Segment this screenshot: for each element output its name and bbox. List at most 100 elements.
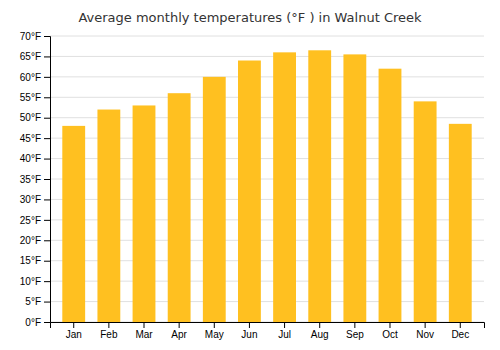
- y-tick: 40°F: [20, 153, 50, 164]
- x-tick-mark: [354, 322, 355, 328]
- y-tick-mark: [44, 159, 50, 160]
- y-tick-label: 45°F: [20, 133, 41, 144]
- y-tick-label: 40°F: [20, 153, 41, 164]
- x-tick-label: Dec: [451, 329, 469, 340]
- x-tick: Aug: [311, 322, 329, 340]
- y-tick-mark: [44, 77, 50, 78]
- x-tick-label: Jun: [241, 329, 257, 340]
- x-tick: Nov: [416, 322, 434, 340]
- y-tick: 15°F: [20, 255, 50, 266]
- x-tick-label: Aug: [311, 329, 329, 340]
- y-tick-mark: [44, 302, 50, 303]
- x-tick: Dec: [451, 322, 469, 340]
- x-tick: Oct: [382, 322, 398, 340]
- x-tick-mark: [319, 322, 320, 328]
- bar: [203, 77, 226, 322]
- y-tick-mark: [44, 281, 50, 282]
- y-tick: 45°F: [20, 133, 50, 144]
- y-tick-label: 20°F: [20, 235, 41, 246]
- y-tick: 35°F: [20, 174, 50, 185]
- y-tick: 65°F: [20, 51, 50, 62]
- y-tick-mark: [44, 56, 50, 57]
- y-tick-label: 0°F: [25, 317, 41, 328]
- bar: [273, 52, 296, 322]
- y-axis: 0°F 5°F 10°F 15°F 20°F 25°F 30°F 35°F 40°F 45°F 50…: [20, 31, 51, 328]
- y-tick: 30°F: [20, 194, 50, 205]
- x-tick-label: Nov: [416, 329, 434, 340]
- y-tick-mark: [44, 138, 50, 139]
- x-tick-mark: [425, 322, 426, 328]
- plot: 0°F 5°F 10°F 15°F 20°F 25°F 30°F 35°F 40°F 45°F 50…: [20, 31, 485, 340]
- x-tick-mark: [249, 322, 250, 328]
- y-axis-line: [44, 37, 51, 323]
- y-tick-label: 60°F: [20, 72, 41, 83]
- y-tick: 60°F: [20, 72, 50, 83]
- y-tick-mark: [44, 261, 50, 262]
- grid: [50, 36, 484, 322]
- x-tick: Jan: [66, 322, 82, 340]
- x-tick-mark: [144, 322, 145, 328]
- y-tick: 55°F: [20, 92, 50, 103]
- y-tick: 20°F: [20, 235, 50, 246]
- bar: [133, 105, 156, 322]
- y-tick: 5°F: [25, 296, 50, 307]
- y-tick-label: 15°F: [20, 255, 41, 266]
- y-tick-mark: [44, 97, 50, 98]
- x-axis: Jan Feb Mar Apr May Jun Jul Aug Sep Oct Nov Dec: [51, 322, 485, 340]
- bar: [168, 93, 191, 322]
- y-tick-mark: [44, 36, 50, 37]
- chart: Average monthly temperatures (°F ) in Wa…: [0, 0, 500, 350]
- y-tick-mark: [44, 199, 50, 200]
- y-tick: 25°F: [20, 215, 50, 226]
- bar: [62, 126, 85, 322]
- y-tick-mark: [44, 220, 50, 221]
- y-tick-mark: [44, 322, 50, 323]
- x-tick-mark: [284, 322, 285, 328]
- x-tick: Jul: [278, 322, 291, 340]
- bar: [97, 110, 120, 322]
- y-tick-label: 70°F: [20, 31, 41, 42]
- bar: [308, 50, 331, 322]
- grid-line: [50, 76, 484, 77]
- title: Average monthly temperatures (°F ) in Wa…: [78, 10, 422, 25]
- y-tick-label: 50°F: [20, 112, 41, 123]
- y-tick: 0°F: [25, 317, 50, 328]
- x-tick-label: Jan: [66, 329, 82, 340]
- x-tick-mark: [389, 322, 390, 328]
- x-tick-label: Mar: [135, 329, 153, 340]
- grid-line: [50, 56, 484, 57]
- x-tick-mark: [179, 322, 180, 328]
- x-tick: Sep: [346, 322, 364, 340]
- x-tick-label: Oct: [382, 329, 398, 340]
- y-tick: 10°F: [20, 276, 50, 287]
- x-tick-label: Apr: [171, 329, 187, 340]
- x-tick-label: Feb: [100, 329, 118, 340]
- bars: [62, 50, 471, 322]
- x-tick-label: Sep: [346, 329, 364, 340]
- y-tick-label: 55°F: [20, 92, 41, 103]
- x-tick-mark: [214, 322, 215, 328]
- y-tick: 50°F: [20, 112, 50, 123]
- bar: [379, 69, 402, 322]
- x-tick-label: May: [205, 329, 224, 340]
- grid-line: [50, 36, 484, 37]
- bar: [238, 61, 261, 322]
- x-tick-mark: [460, 322, 461, 328]
- x-tick: Feb: [100, 322, 118, 340]
- y-tick-mark: [44, 240, 50, 241]
- y-tick-label: 65°F: [20, 51, 41, 62]
- x-axis-line: [51, 323, 485, 329]
- y-tick: 70°F: [20, 31, 50, 42]
- x-tick-label: Jul: [278, 329, 291, 340]
- bar: [414, 101, 437, 322]
- bar: [343, 54, 366, 322]
- x-tick-mark: [108, 322, 109, 328]
- y-tick-label: 5°F: [25, 296, 41, 307]
- bar: [449, 124, 472, 322]
- y-tick-label: 30°F: [20, 194, 41, 205]
- y-tick-label: 10°F: [20, 276, 41, 287]
- x-tick: May: [205, 322, 224, 340]
- x-tick: Jun: [241, 322, 257, 340]
- y-tick-mark: [44, 179, 50, 180]
- y-tick-label: 35°F: [20, 174, 41, 185]
